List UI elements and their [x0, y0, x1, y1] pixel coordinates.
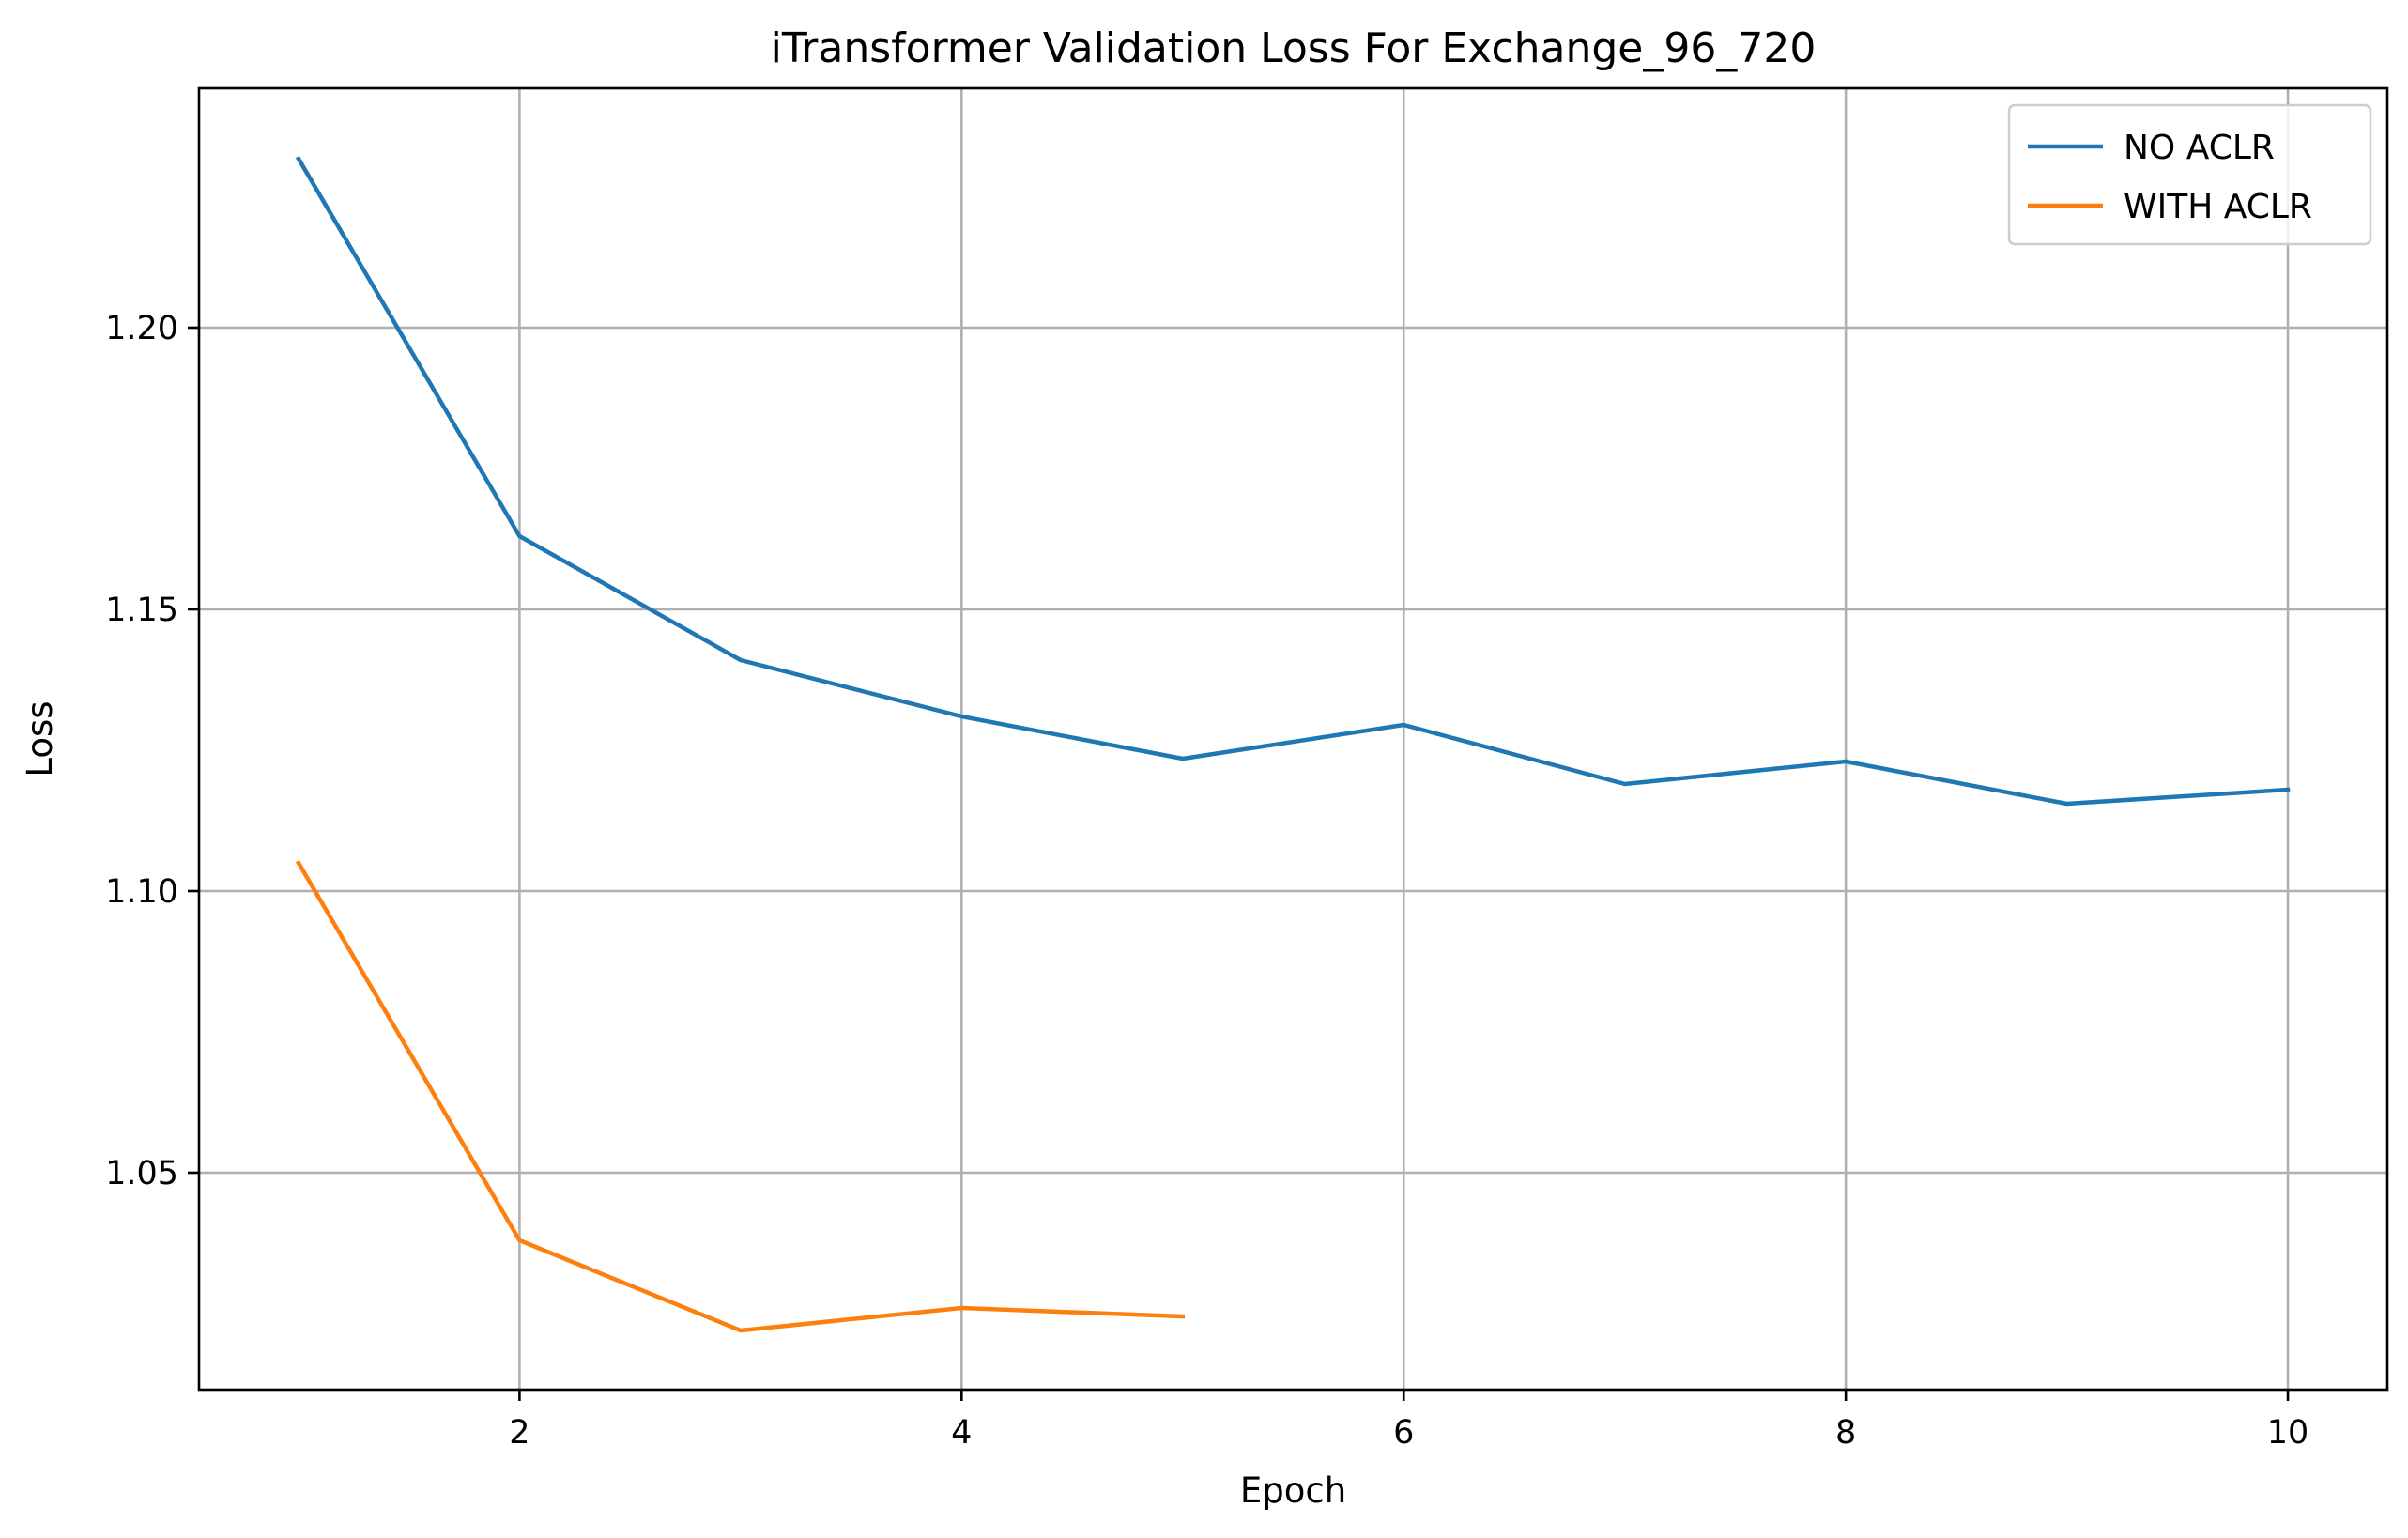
x-tick-label: 6	[1393, 1414, 1414, 1452]
x-axis-label: Epoch	[1240, 1470, 1346, 1511]
x-tick-label: 10	[2267, 1414, 2309, 1452]
y-tick-label: 1.20	[105, 310, 178, 347]
y-tick-label: 1.05	[105, 1155, 178, 1192]
legend-label: NO ACLR	[2124, 129, 2275, 167]
plot-frame	[197, 86, 2389, 1392]
legend-box	[2007, 103, 2372, 246]
series-line-no-aclr	[295, 155, 2291, 807]
series-layer	[295, 155, 2291, 1333]
x-tick-label: 4	[951, 1414, 972, 1452]
y-axis-label: Loss	[20, 700, 60, 777]
y-tick-label: 1.10	[105, 873, 178, 911]
axis-ticks: 2 4 6 8 10 1.05 1.10 1.15 1.20	[105, 310, 2308, 1452]
grid	[199, 88, 2387, 1390]
legend: NO ACLR WITH ACLR	[2007, 103, 2372, 246]
legend-label: WITH ACLR	[2124, 188, 2312, 226]
series-line-with-aclr	[295, 859, 1186, 1333]
x-tick-label: 2	[509, 1414, 529, 1452]
chart-title: iTransformer Validation Loss For Exchang…	[771, 24, 1817, 72]
y-tick-label: 1.15	[105, 592, 178, 629]
x-tick-label: 8	[1835, 1414, 1856, 1452]
